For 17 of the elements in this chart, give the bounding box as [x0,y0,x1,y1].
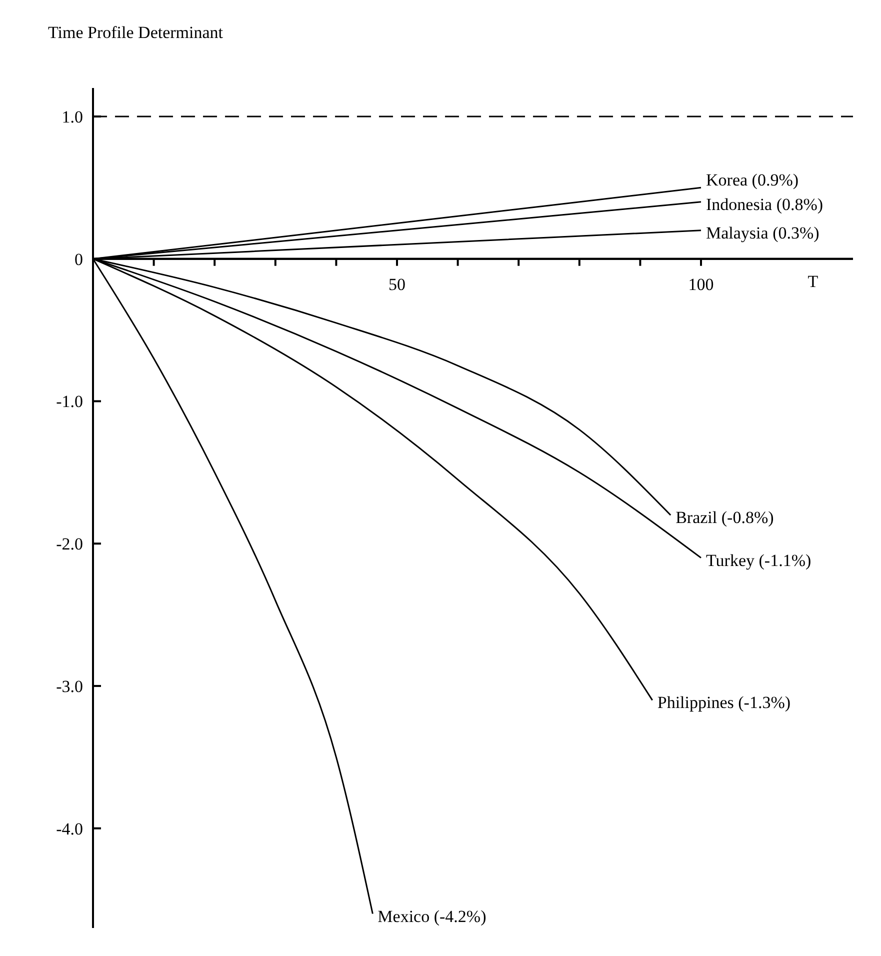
x-tick-label: 50 [388,274,406,294]
y-tick-label: -2.0 [56,534,83,554]
y-tick-label: -3.0 [56,676,83,696]
chart-title: Time Profile Determinant [48,23,224,42]
y-tick-label: -1.0 [56,392,83,412]
series-label: Malaysia (0.3%) [706,223,820,242]
y-tick-label: 0 [74,250,83,269]
series-label: Indonesia (0.8%) [706,194,824,214]
series-label: Korea (0.9%) [706,170,799,190]
series-label: Brazil (-0.8%) [676,508,774,528]
y-tick-label: -4.0 [56,819,83,838]
y-tick-label: 1.0 [62,107,83,126]
series-label: Philippines (-1.3%) [657,693,791,712]
series-label: Mexico (-4.2%) [378,906,486,926]
x-tick-label: 100 [688,274,714,294]
series-label: Turkey (-1.1%) [706,550,812,570]
x-axis-title: T [808,272,819,291]
